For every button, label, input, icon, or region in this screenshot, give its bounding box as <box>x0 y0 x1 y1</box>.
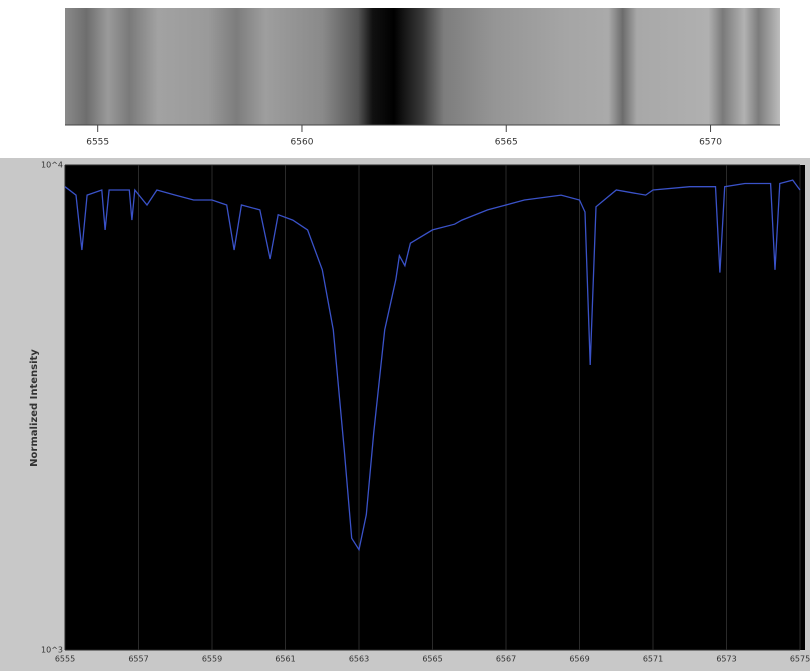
x-tick-label: 6557 <box>128 655 148 664</box>
x-tick-label: 6571 <box>643 655 663 664</box>
x-tick-label: 6563 <box>349 655 369 664</box>
x-tick-label: 6560 <box>291 138 314 148</box>
x-tick-label: 6555 <box>86 138 109 148</box>
x-tick-label: 6573 <box>716 655 736 664</box>
x-tick-label: 6567 <box>496 655 516 664</box>
y-tick-label: 10^4 <box>41 161 63 170</box>
x-tick-label: 6569 <box>569 655 589 664</box>
spectrum-line <box>64 179 801 552</box>
x-tick-label: 6565 <box>495 138 518 148</box>
x-tick-label: 6570 <box>699 138 722 148</box>
x-tick-label: 6555 <box>55 655 75 664</box>
plot-area <box>65 165 805 650</box>
x-tick-label: 6565 <box>422 655 442 664</box>
y-axis-label: Normalized Intensity <box>29 349 40 467</box>
x-tick-label: 6559 <box>202 655 222 664</box>
x-tick-label: 6575 <box>790 655 810 664</box>
spectrum-strip <box>65 8 780 125</box>
x-tick-label: 6561 <box>275 655 295 664</box>
y-tick-label: 10^3 <box>41 646 63 655</box>
